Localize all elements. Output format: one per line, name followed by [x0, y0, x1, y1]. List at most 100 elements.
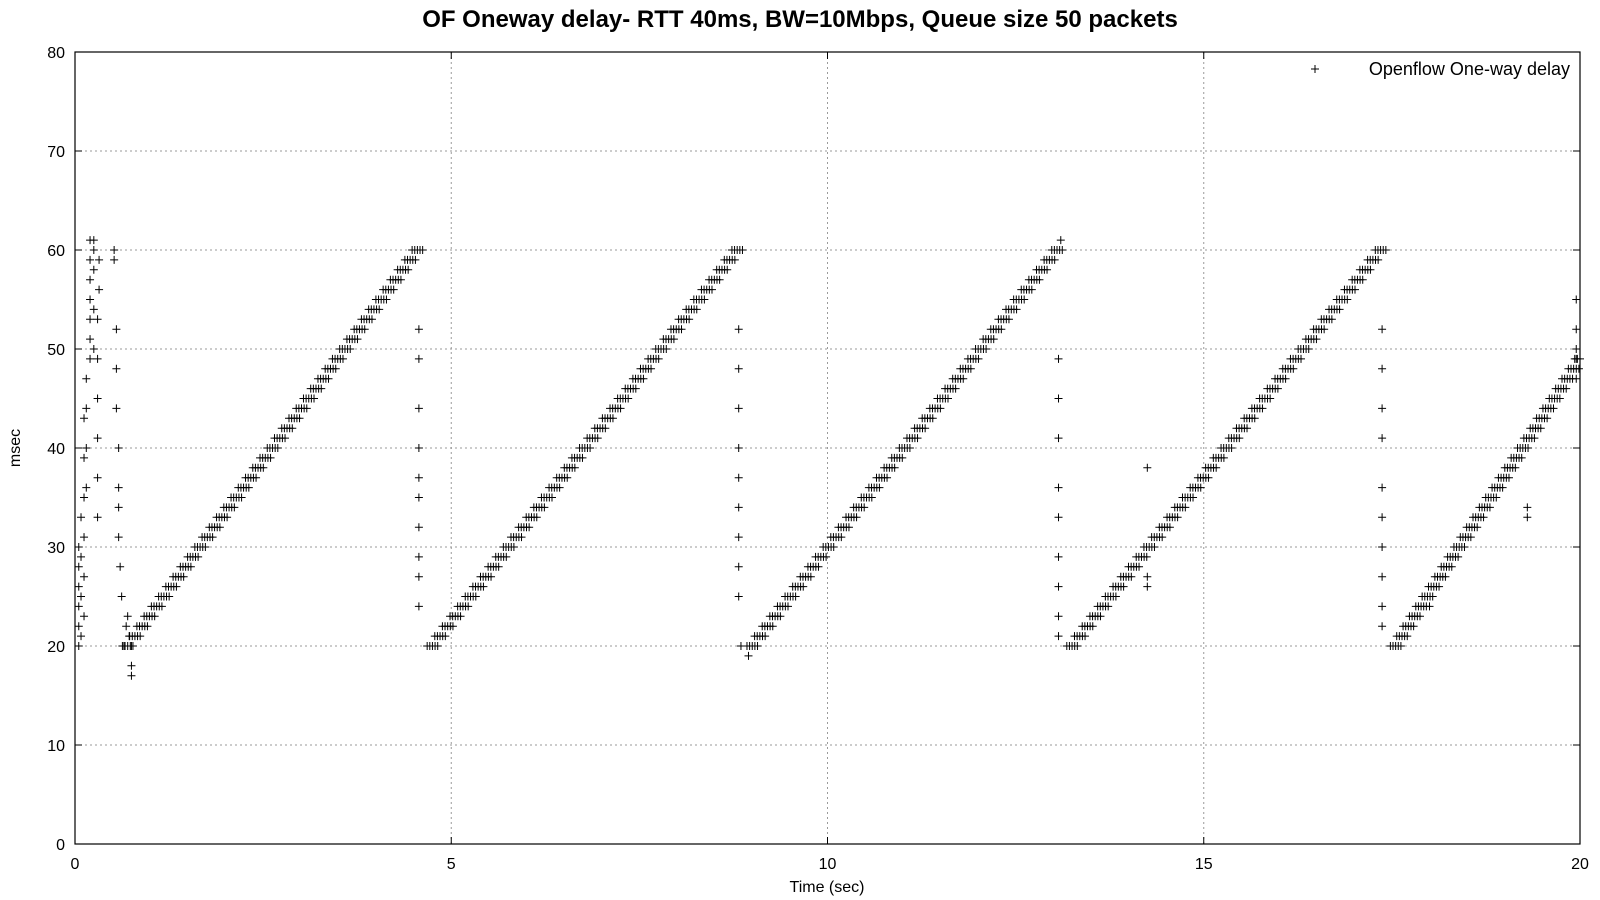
data-point	[125, 632, 134, 641]
data-point	[1012, 305, 1021, 314]
data-point	[86, 275, 95, 284]
x-axis-label: Time (sec)	[790, 879, 865, 896]
data-point	[738, 246, 747, 254]
data-point	[570, 463, 579, 472]
data-point	[799, 582, 808, 591]
data-point	[1498, 483, 1507, 492]
data-point	[1054, 552, 1063, 561]
data-point	[82, 483, 91, 492]
data-point	[989, 335, 998, 344]
data-point	[194, 552, 203, 561]
data-point	[1281, 374, 1290, 383]
y-axis-label: msec	[7, 429, 24, 467]
data-point	[936, 404, 945, 413]
data-point	[1189, 493, 1198, 502]
data-point	[1158, 533, 1167, 542]
data-point	[179, 572, 188, 581]
data-point	[608, 414, 617, 423]
data-point	[1304, 345, 1313, 353]
data-point	[1378, 602, 1387, 611]
y-tick-label: 10	[47, 738, 65, 755]
data-point	[525, 523, 534, 532]
data-point	[1212, 463, 1221, 472]
data-point	[654, 354, 663, 363]
data-point	[1549, 404, 1558, 413]
data-point	[730, 255, 739, 264]
data-point	[1054, 632, 1063, 641]
data-point	[110, 246, 119, 254]
data-point	[1219, 453, 1228, 462]
data-point	[563, 473, 572, 482]
x-tick-label: 15	[1195, 856, 1213, 873]
data-point	[1562, 384, 1571, 393]
data-point	[639, 374, 648, 383]
data-point	[1378, 434, 1387, 443]
data-point	[1056, 236, 1065, 245]
data-point	[1466, 533, 1475, 542]
data-point	[1378, 364, 1387, 373]
data-point	[1104, 602, 1113, 611]
data-point	[418, 246, 427, 254]
y-tick-label: 0	[56, 837, 65, 854]
data-point	[1054, 513, 1063, 522]
data-point	[1054, 434, 1063, 443]
data-point	[1523, 503, 1532, 512]
data-point	[86, 315, 95, 324]
data-point	[1266, 394, 1275, 403]
data-point	[662, 345, 671, 353]
data-point	[1485, 503, 1494, 512]
data-point	[127, 661, 136, 670]
data-point	[80, 453, 89, 462]
y-tick-label: 80	[47, 45, 65, 62]
data-point	[237, 493, 246, 502]
data-point	[959, 374, 968, 383]
data-point	[1054, 612, 1063, 621]
data-point	[1054, 354, 1063, 363]
data-point	[1396, 642, 1405, 650]
y-tick-label: 60	[47, 243, 65, 260]
data-point	[165, 592, 174, 601]
data-point	[396, 275, 405, 284]
data-point	[1004, 315, 1013, 324]
data-point	[487, 572, 496, 581]
y-tick-label: 40	[47, 441, 65, 458]
data-point	[302, 404, 311, 413]
data-point	[1054, 394, 1063, 403]
data-point	[768, 622, 777, 631]
x-tick-labels: 0 5 10 15 20	[71, 856, 1589, 873]
data-point	[1135, 562, 1144, 571]
data-point	[647, 364, 656, 373]
data-point	[77, 552, 86, 561]
data-point	[1523, 513, 1532, 522]
data-point	[74, 562, 83, 571]
data-point	[744, 651, 753, 660]
data-point	[1050, 255, 1059, 264]
data-point	[677, 325, 686, 334]
data-point	[736, 642, 745, 650]
data-point	[157, 602, 166, 611]
x-tick-label: 10	[819, 856, 837, 873]
data-point	[966, 364, 975, 373]
data-point	[1027, 285, 1036, 294]
data-point	[127, 642, 136, 650]
data-point	[532, 513, 541, 522]
data-point	[700, 295, 709, 304]
data-point	[93, 473, 102, 482]
data-point	[89, 305, 98, 314]
data-point	[433, 642, 442, 650]
data-point	[266, 453, 275, 462]
data-point	[414, 602, 423, 611]
data-point	[80, 612, 89, 621]
data-point	[360, 325, 369, 334]
data-point	[324, 374, 333, 383]
data-point	[883, 473, 892, 482]
data-point	[389, 285, 398, 294]
data-point	[223, 513, 232, 522]
data-point	[110, 255, 119, 264]
data-point	[734, 533, 743, 542]
data-point	[753, 642, 762, 650]
data-point	[875, 483, 884, 492]
data-point	[1378, 513, 1387, 522]
data-point	[974, 354, 983, 363]
data-point	[89, 345, 98, 353]
